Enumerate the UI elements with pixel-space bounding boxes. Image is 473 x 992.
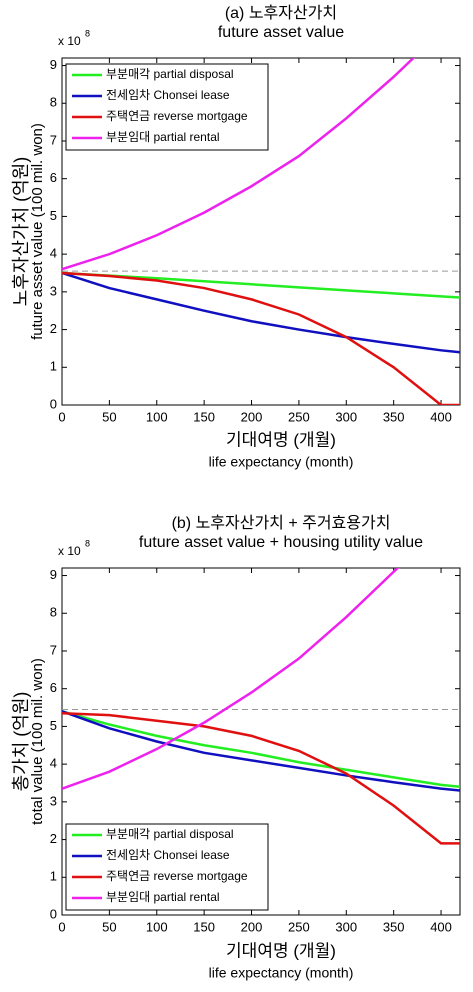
- series-line: [62, 710, 460, 792]
- series-line: [62, 271, 460, 405]
- y-axis-label: future asset value (100 mil. won): [29, 123, 46, 340]
- x-tick-label: 300: [335, 919, 357, 934]
- series-line: [62, 710, 460, 789]
- y-tick-label: 5: [50, 208, 57, 223]
- y-tick-label: 9: [50, 57, 57, 72]
- y-tick-label: 7: [50, 132, 57, 147]
- x-tick-label: 0: [58, 919, 65, 934]
- y-tick-label: 0: [50, 906, 57, 921]
- y-axis-label: total value (100 mil. won): [29, 658, 46, 825]
- plot-frame: [61, 567, 461, 916]
- y-tick-label: 5: [50, 718, 57, 733]
- y-tick-label: 1: [50, 359, 57, 374]
- legend-label: 부분매각 partial disposal: [106, 67, 234, 81]
- y-tick-label: 8: [50, 95, 57, 110]
- y-tick-label: 9: [50, 567, 57, 582]
- y-tick-label: 6: [50, 680, 57, 695]
- x-tick-label: 350: [383, 409, 405, 424]
- x-tick-label: 300: [335, 409, 357, 424]
- legend-label: 부분임대 partial rental: [106, 890, 220, 904]
- x-tick-label: 400: [430, 919, 452, 934]
- legend-box: [65, 823, 269, 911]
- x-tick-label: 150: [193, 409, 215, 424]
- y-tick-label: 7: [50, 642, 57, 657]
- legend-label: 전세임차 Chonsei lease: [106, 848, 230, 862]
- series-line: [62, 58, 416, 271]
- plot-frame: [61, 57, 461, 406]
- x-tick-label: 250: [288, 919, 310, 934]
- y-multiplier: x 10: [58, 34, 81, 48]
- legend-label: 부분임대 partial rental: [106, 130, 220, 144]
- x-tick-label: 400: [430, 409, 452, 424]
- series-line: [62, 711, 460, 845]
- x-axis-label: 기대여명 (개월): [226, 941, 336, 960]
- chart-title: future asset value + housing utility val…: [139, 534, 423, 551]
- y-tick-label: 2: [50, 321, 57, 336]
- x-tick-label: 100: [146, 409, 168, 424]
- legend-label: 부분매각 partial disposal: [106, 827, 234, 841]
- legend-box: [65, 63, 269, 151]
- y-tick-label: 4: [50, 756, 57, 771]
- x-axis-label: 기대여명 (개월): [226, 430, 336, 449]
- y-axis-label: 총가치 (억원): [11, 692, 31, 792]
- y-tick-label: 3: [50, 283, 57, 298]
- legend-label: 전세임차 Chonsei lease: [106, 88, 230, 102]
- y-tick-label: 8: [50, 605, 57, 620]
- y-multiplier: x 10: [58, 544, 81, 558]
- x-tick-label: 250: [288, 409, 310, 424]
- chart: (a) 노후자산가치 future asset value 기대여명 (개월) lif…: [11, 4, 461, 470]
- y-axis-label: 노후자산가치 (억원): [11, 157, 31, 306]
- series-line: [62, 568, 400, 790]
- x-tick-label: 200: [241, 919, 263, 934]
- x-tick-label: 200: [241, 409, 263, 424]
- x-tick-label: 350: [383, 919, 405, 934]
- x-tick-label: 50: [102, 919, 116, 934]
- series-line: [62, 271, 460, 354]
- chart: (b) 노후자산가치 + 주거효용가치 future asset value + …: [11, 514, 461, 981]
- x-axis-label: life expectancy (month): [209, 965, 354, 981]
- y-multiplier-exponent: 8: [85, 28, 90, 38]
- y-tick-label: 6: [50, 170, 57, 185]
- x-tick-label: 150: [193, 919, 215, 934]
- y-tick-label: 0: [50, 396, 57, 411]
- chart-title: (a) 노후자산가치: [225, 4, 337, 22]
- y-tick-label: 2: [50, 831, 57, 846]
- x-tick-label: 0: [58, 409, 65, 424]
- x-tick-label: 50: [102, 409, 116, 424]
- chart-title: (b) 노후자산가치 + 주거효용가치: [172, 514, 391, 532]
- y-multiplier-exponent: 8: [85, 538, 90, 548]
- chart-title: future asset value: [218, 24, 344, 41]
- x-tick-label: 100: [146, 919, 168, 934]
- legend-label: 주택연금 reverse mortgage: [106, 109, 248, 123]
- x-axis-label: life expectancy (month): [209, 454, 354, 470]
- y-tick-label: 1: [50, 869, 57, 884]
- y-tick-label: 3: [50, 793, 57, 808]
- series-line: [62, 271, 460, 299]
- y-tick-label: 4: [50, 246, 57, 261]
- legend-label: 주택연금 reverse mortgage: [106, 869, 248, 883]
